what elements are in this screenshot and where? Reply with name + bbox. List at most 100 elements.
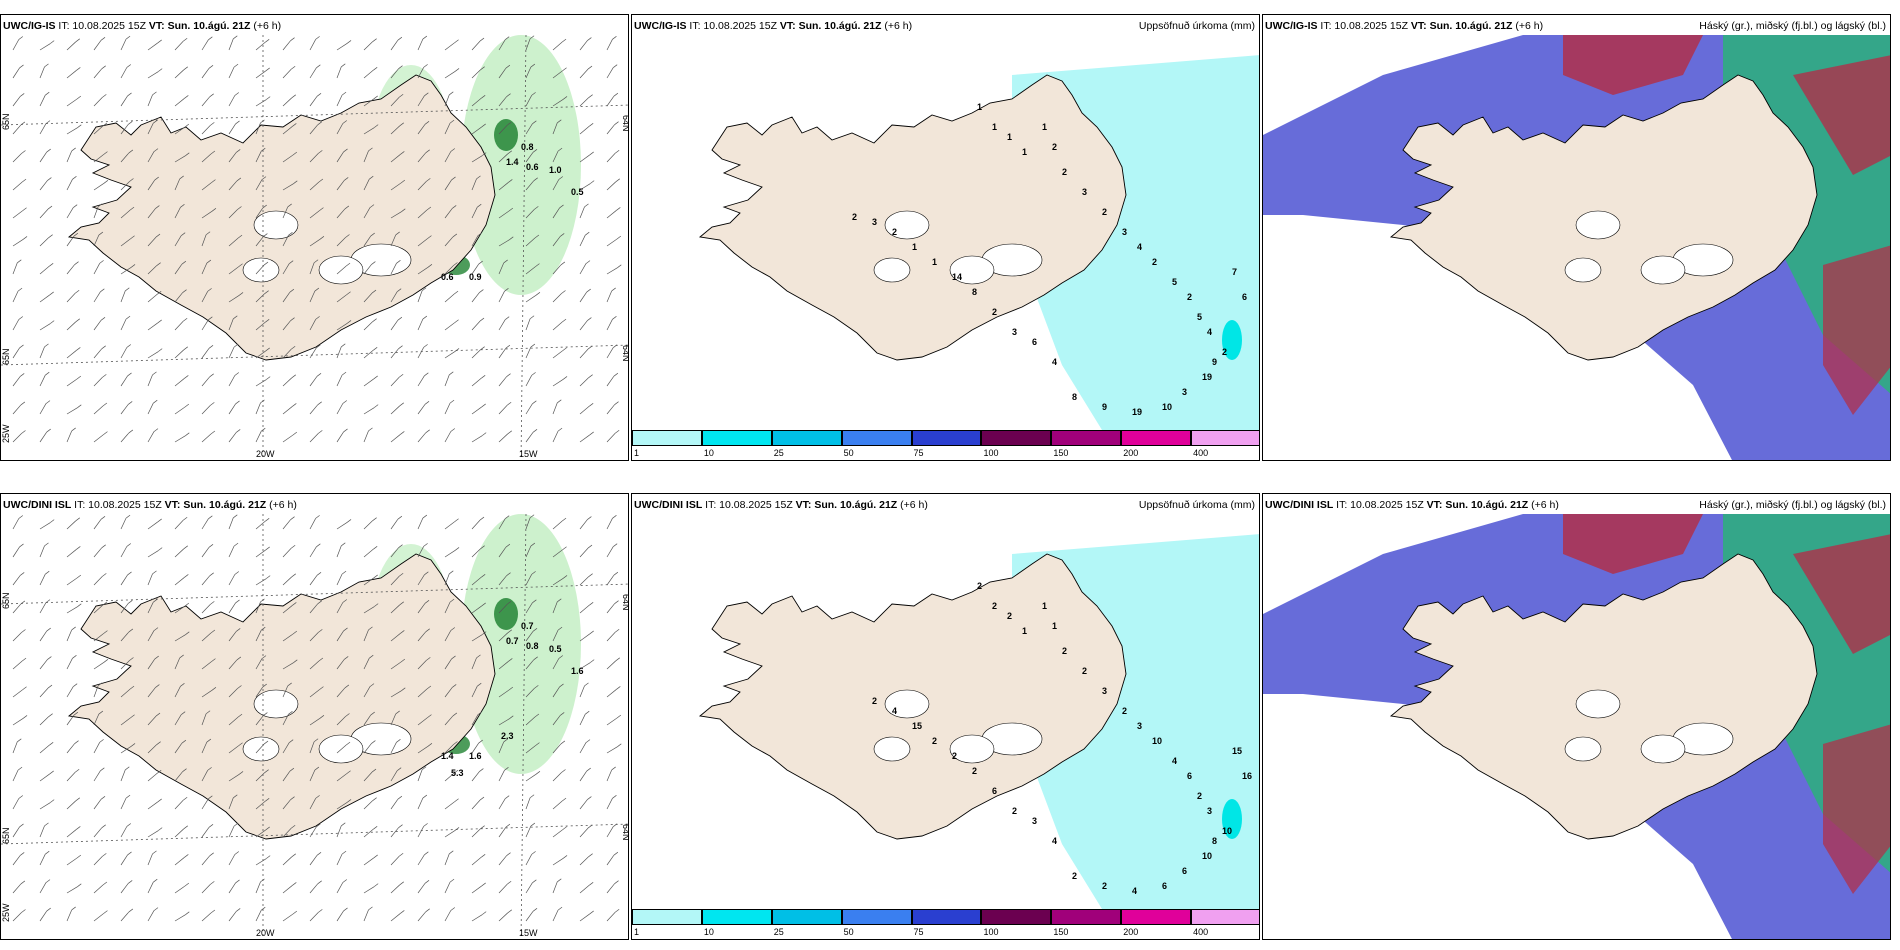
precip-value: 6 [1187,771,1192,781]
glacier-outline [1564,257,1602,283]
glacier-outline [1575,210,1621,240]
precip-value: 2 [1222,347,1227,357]
colorbar-tick: 400 [1193,927,1209,937]
valid-time: Sun. 10.ágú. 21Z [798,20,882,32]
precip-value: 5 [1172,277,1177,287]
colorbar-segment [1121,909,1192,925]
lat-label: 65N [1,348,11,365]
valid-time: Sun. 10.ágú. 21Z [183,499,267,511]
precip-value: 0.6 [441,272,454,282]
glacier-outline [884,689,930,719]
precip-map: 1111122323425254276919310199846328141123… [632,35,1259,430]
panel-header: UWC/IG-IS IT: 10.08.2025 15Z VT: Sun. 10… [1263,15,1890,37]
lat-label: 64N [621,594,629,611]
precip-value: 4 [1172,756,1177,766]
glacier-outline [1564,736,1602,762]
panel-title: Uppsöfnuð úrkoma (mm) [1138,499,1255,511]
cloud-map [1263,514,1890,939]
precip-value: 2 [932,736,937,746]
valid-time: Sun. 10.ágú. 21Z [1445,499,1529,511]
precip-value: 5.3 [451,768,464,778]
valid-time: Sun. 10.ágú. 21Z [1429,20,1513,32]
glacier-outline [318,255,364,285]
lead-time: (+6 h) [884,20,913,32]
edge-label: 25W [1,424,11,443]
precip-value: 2.3 [501,731,514,741]
precip-value: 7 [1232,267,1237,277]
colorbar-tick: 10 [703,448,714,458]
model-name: UWC/IG-IS [3,20,56,32]
precip-value: 9 [1212,357,1217,367]
colorbar-segment [1051,430,1122,446]
glacier-outline [318,734,364,764]
lat-label: 65N [1,827,11,844]
valid-label: VT: [148,20,165,32]
precip-value: 0.5 [549,644,562,654]
precip-value: 16 [1242,771,1252,781]
valid-time: Sun. 10.ágú. 21Z [167,20,251,32]
precip-value: 1 [1022,147,1027,157]
valid-label: VT: [164,499,181,511]
colorbar-segment [841,909,912,925]
colorbar-tick: 150 [1053,927,1069,937]
colorbar: 1 10 25 50 75 100 150 200 400 [632,430,1259,460]
lat-label: 65N [1,592,11,609]
lat-label: 65N [1,113,11,130]
precip-value: 19 [1132,407,1142,417]
colorbar-tick: 50 [843,927,854,937]
valid-label: VT: [795,499,812,511]
colorbar-segment [771,909,842,925]
precip-value: 1 [1022,626,1027,636]
colorbar-tick: 50 [843,448,854,458]
precip-value: 3 [1182,387,1187,397]
precip-value: 0.7 [506,636,519,646]
precip-value: 15 [912,721,922,731]
colorbar-tick: 200 [1123,927,1139,937]
panel-title: Uppsöfnuð úrkoma (mm) [1138,20,1255,32]
model-name: UWC/IG-IS [634,20,687,32]
precip-value: 6 [992,786,997,796]
precip-value: 8 [972,287,977,297]
precip-value: 2 [1102,207,1107,217]
init-time: IT: 10.08.2025 15Z [1320,20,1408,32]
precip-value: 2 [977,581,982,591]
precip-value: 2 [952,751,957,761]
panel-title: Háský (gr.), miðský (fj.bl.) og lágský (… [1699,20,1886,32]
precip-value: 3 [1122,227,1127,237]
panel-header: UWC/DINI ISL IT: 10.08.2025 15Z VT: Sun.… [1263,494,1890,516]
precip-value: 2 [1122,706,1127,716]
glacier-outline [949,734,995,764]
precip-value: 2 [1187,292,1192,302]
precip-value: 15 [1232,746,1242,756]
panel-wind-dini: UWC/DINI ISL IT: 10.08.2025 15Z VT: Sun.… [0,493,629,940]
precip-value: 8 [1072,392,1077,402]
precip-value: 2 [872,696,877,706]
lead-time: (+6 h) [253,20,282,32]
precip-value: 2 [972,766,977,776]
panel-precip-igis: UWC/IG-IS IT: 10.08.2025 15Z VT: Sun. 10… [631,14,1260,461]
model-name: UWC/DINI ISL [3,499,72,511]
precip-map: 2221112232310462310151681066422432622215… [632,514,1259,909]
precip-value: 0.9 [469,272,482,282]
precip-value: 2 [1062,646,1067,656]
precip-value: 2 [992,601,997,611]
colorbar-tick: 1 [634,448,640,458]
panel-wind-igis: UWC/IG-IS IT: 10.08.2025 15Z VT: Sun. 10… [0,14,629,461]
colorbar: 1 10 25 50 75 100 150 200 400 [632,909,1259,939]
lead-time: (+6 h) [900,499,928,511]
precip-value: 2 [1052,142,1057,152]
panel-cloud-igis: UWC/IG-IS IT: 10.08.2025 15Z VT: Sun. 10… [1262,14,1891,461]
colorbar-tick: 25 [773,927,784,937]
colorbar-segment [1191,430,1259,446]
lead-time: (+6 h) [1515,20,1544,32]
panel-cloud-dini: UWC/DINI ISL IT: 10.08.2025 15Z VT: Sun.… [1262,493,1891,940]
precip-value: 3 [1207,806,1212,816]
precip-value: 4 [892,706,897,716]
wind-map: 65N 64N 65N 64N 20W 15W 25W 0.70.7 0.8 0.5 1.6 1.4 1… [1,514,629,939]
colorbar-segment [1191,909,1259,925]
colorbar-tick: 100 [983,448,999,458]
init-time: IT: 10.08.2025 15Z [74,499,162,511]
colorbar-segment [771,430,842,446]
model-name: UWC/DINI ISL [634,499,703,511]
lon-label: 15W [519,928,538,938]
